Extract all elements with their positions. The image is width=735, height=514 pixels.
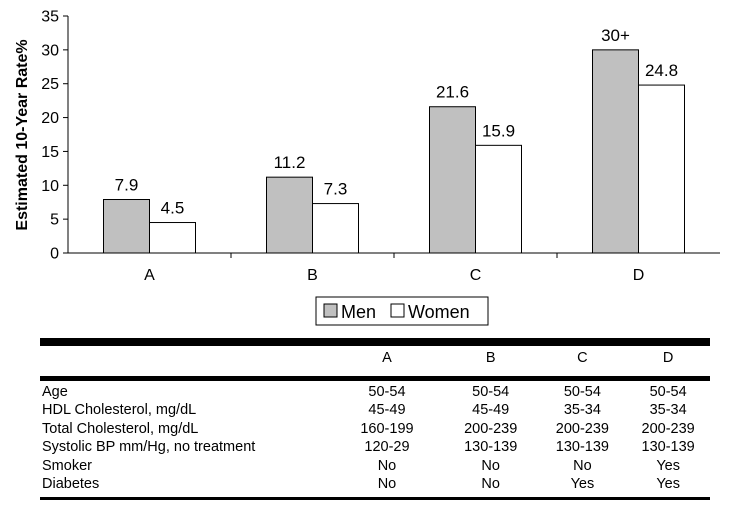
row-cell: No: [573, 457, 592, 474]
y-tick-label: 25: [41, 76, 59, 93]
legend-box: [315, 296, 489, 326]
data-labels: 7.9 4.5 11.2 7.3 21.6 15.9 30+ 24.8: [115, 26, 678, 218]
row-cell: 50-54: [368, 383, 406, 400]
row-cell: No: [481, 457, 500, 474]
y-tick-label: 35: [41, 9, 59, 26]
table-header-row: A B C D: [40, 349, 710, 368]
row-cell: 130-139: [555, 439, 609, 455]
x-category-label: D: [633, 267, 645, 284]
y-axis-label: Estimated 10-Year Rate%: [14, 39, 31, 230]
table-row-diabetes: Diabetes No No Yes Yes: [40, 475, 710, 494]
legend-label-women: Women: [408, 302, 470, 322]
table-header-b: B: [485, 350, 496, 366]
row-cell: 50-54: [649, 383, 687, 400]
table-top-rule: [40, 338, 710, 346]
row-cell: 200-239: [555, 420, 609, 437]
row-cell: No: [377, 457, 397, 474]
data-label: 30+: [601, 26, 630, 45]
legend-label-men: Men: [341, 302, 376, 322]
row-cell: 50-54: [563, 383, 601, 400]
bar-men-d: [592, 49, 639, 254]
legend-swatch-men: [323, 303, 338, 318]
table-row-total-cholesterol: Total Cholesterol, mg/dL 160-199 200-239…: [40, 420, 710, 439]
row-label: Age: [42, 383, 68, 400]
row-cell: 200-239: [464, 420, 518, 437]
legend-swatch-women: [390, 303, 405, 318]
bar-men-c: [429, 106, 476, 254]
y-tick-label: 0: [50, 246, 59, 263]
y-tick-label: 10: [41, 178, 59, 195]
row-label: HDL Cholesterol, mg/dL: [42, 402, 197, 418]
table-header-c: C: [577, 350, 588, 366]
row-cell: 200-239: [641, 420, 695, 437]
table-row-hdl: HDL Cholesterol, mg/dL 45-49 45-49 35-34…: [40, 401, 710, 420]
row-label: Total Cholesterol, mg/dL: [42, 420, 199, 437]
risk-factor-table: A B C D Age 50-54 50-54 50-54 50-54 HDL …: [40, 338, 710, 500]
table-header-d: D: [662, 350, 674, 366]
bar-women-a: [149, 222, 196, 254]
y-tick-label: 20: [41, 110, 59, 127]
y-tick-label: 15: [41, 144, 59, 161]
row-cell: Yes: [570, 476, 595, 492]
row-cell: Yes: [656, 476, 680, 492]
row-label: Systolic BP mm/Hg, no treatment: [42, 439, 256, 455]
row-cell: 45-49: [472, 402, 510, 418]
row-cell: No: [481, 476, 500, 492]
data-label: 7.9: [115, 176, 139, 195]
table-header-a: A: [382, 350, 392, 366]
bars: [103, 49, 685, 254]
x-category-label: C: [470, 267, 482, 284]
data-label: 15.9: [482, 121, 515, 140]
legend: Men Women: [315, 296, 489, 326]
y-axis-ticks: 0 5 10 15 20 25 30 35: [41, 9, 68, 263]
row-cell: 50-54: [472, 383, 510, 400]
row-cell: 130-139: [464, 439, 518, 455]
row-cell: 130-139: [641, 439, 695, 455]
row-cell: 45-49: [368, 402, 406, 418]
data-label: 4.5: [161, 199, 185, 218]
data-label: 24.8: [645, 61, 678, 80]
x-category-label: A: [144, 267, 155, 284]
row-cell: 35-34: [563, 402, 601, 418]
row-cell: No: [377, 476, 397, 492]
bar-women-d: [638, 84, 685, 254]
bar-women-b: [312, 203, 359, 254]
bar-men-b: [266, 176, 313, 254]
table-row-age: Age 50-54 50-54 50-54 50-54: [40, 383, 710, 402]
axes: [67, 16, 720, 254]
row-cell: 35-34: [649, 402, 687, 418]
data-label: 7.3: [324, 180, 348, 199]
row-cell: 120-29: [364, 439, 410, 455]
y-tick-label: 30: [41, 42, 59, 59]
table-bottom-rule: [40, 496, 710, 500]
bar-women-c: [475, 144, 522, 254]
table-row-smoker: Smoker No No No Yes: [40, 457, 710, 476]
data-label: 11.2: [274, 153, 306, 172]
table-row-systolic-bp: Systolic BP mm/Hg, no treatment 120-29 1…: [40, 438, 710, 457]
data-label: 21.6: [436, 83, 469, 102]
bar-chart: Estimated 10-Year Rate% 0 5 10 15 20 25 30 35 7…: [14, 9, 720, 326]
row-cell: 160-199: [360, 420, 414, 437]
table-header-rule: [40, 375, 710, 381]
y-tick-label: 5: [50, 212, 59, 229]
table-body: Age 50-54 50-54 50-54 50-54 HDL Choleste…: [40, 383, 710, 494]
row-cell: Yes: [656, 457, 680, 474]
bar-men-a: [103, 199, 150, 254]
row-label: Smoker: [42, 457, 92, 474]
x-category-label: B: [307, 267, 318, 284]
x-axis-categories: A B C D: [144, 253, 644, 284]
table-header-spacer: [40, 349, 331, 368]
row-label: Diabetes: [42, 476, 100, 492]
